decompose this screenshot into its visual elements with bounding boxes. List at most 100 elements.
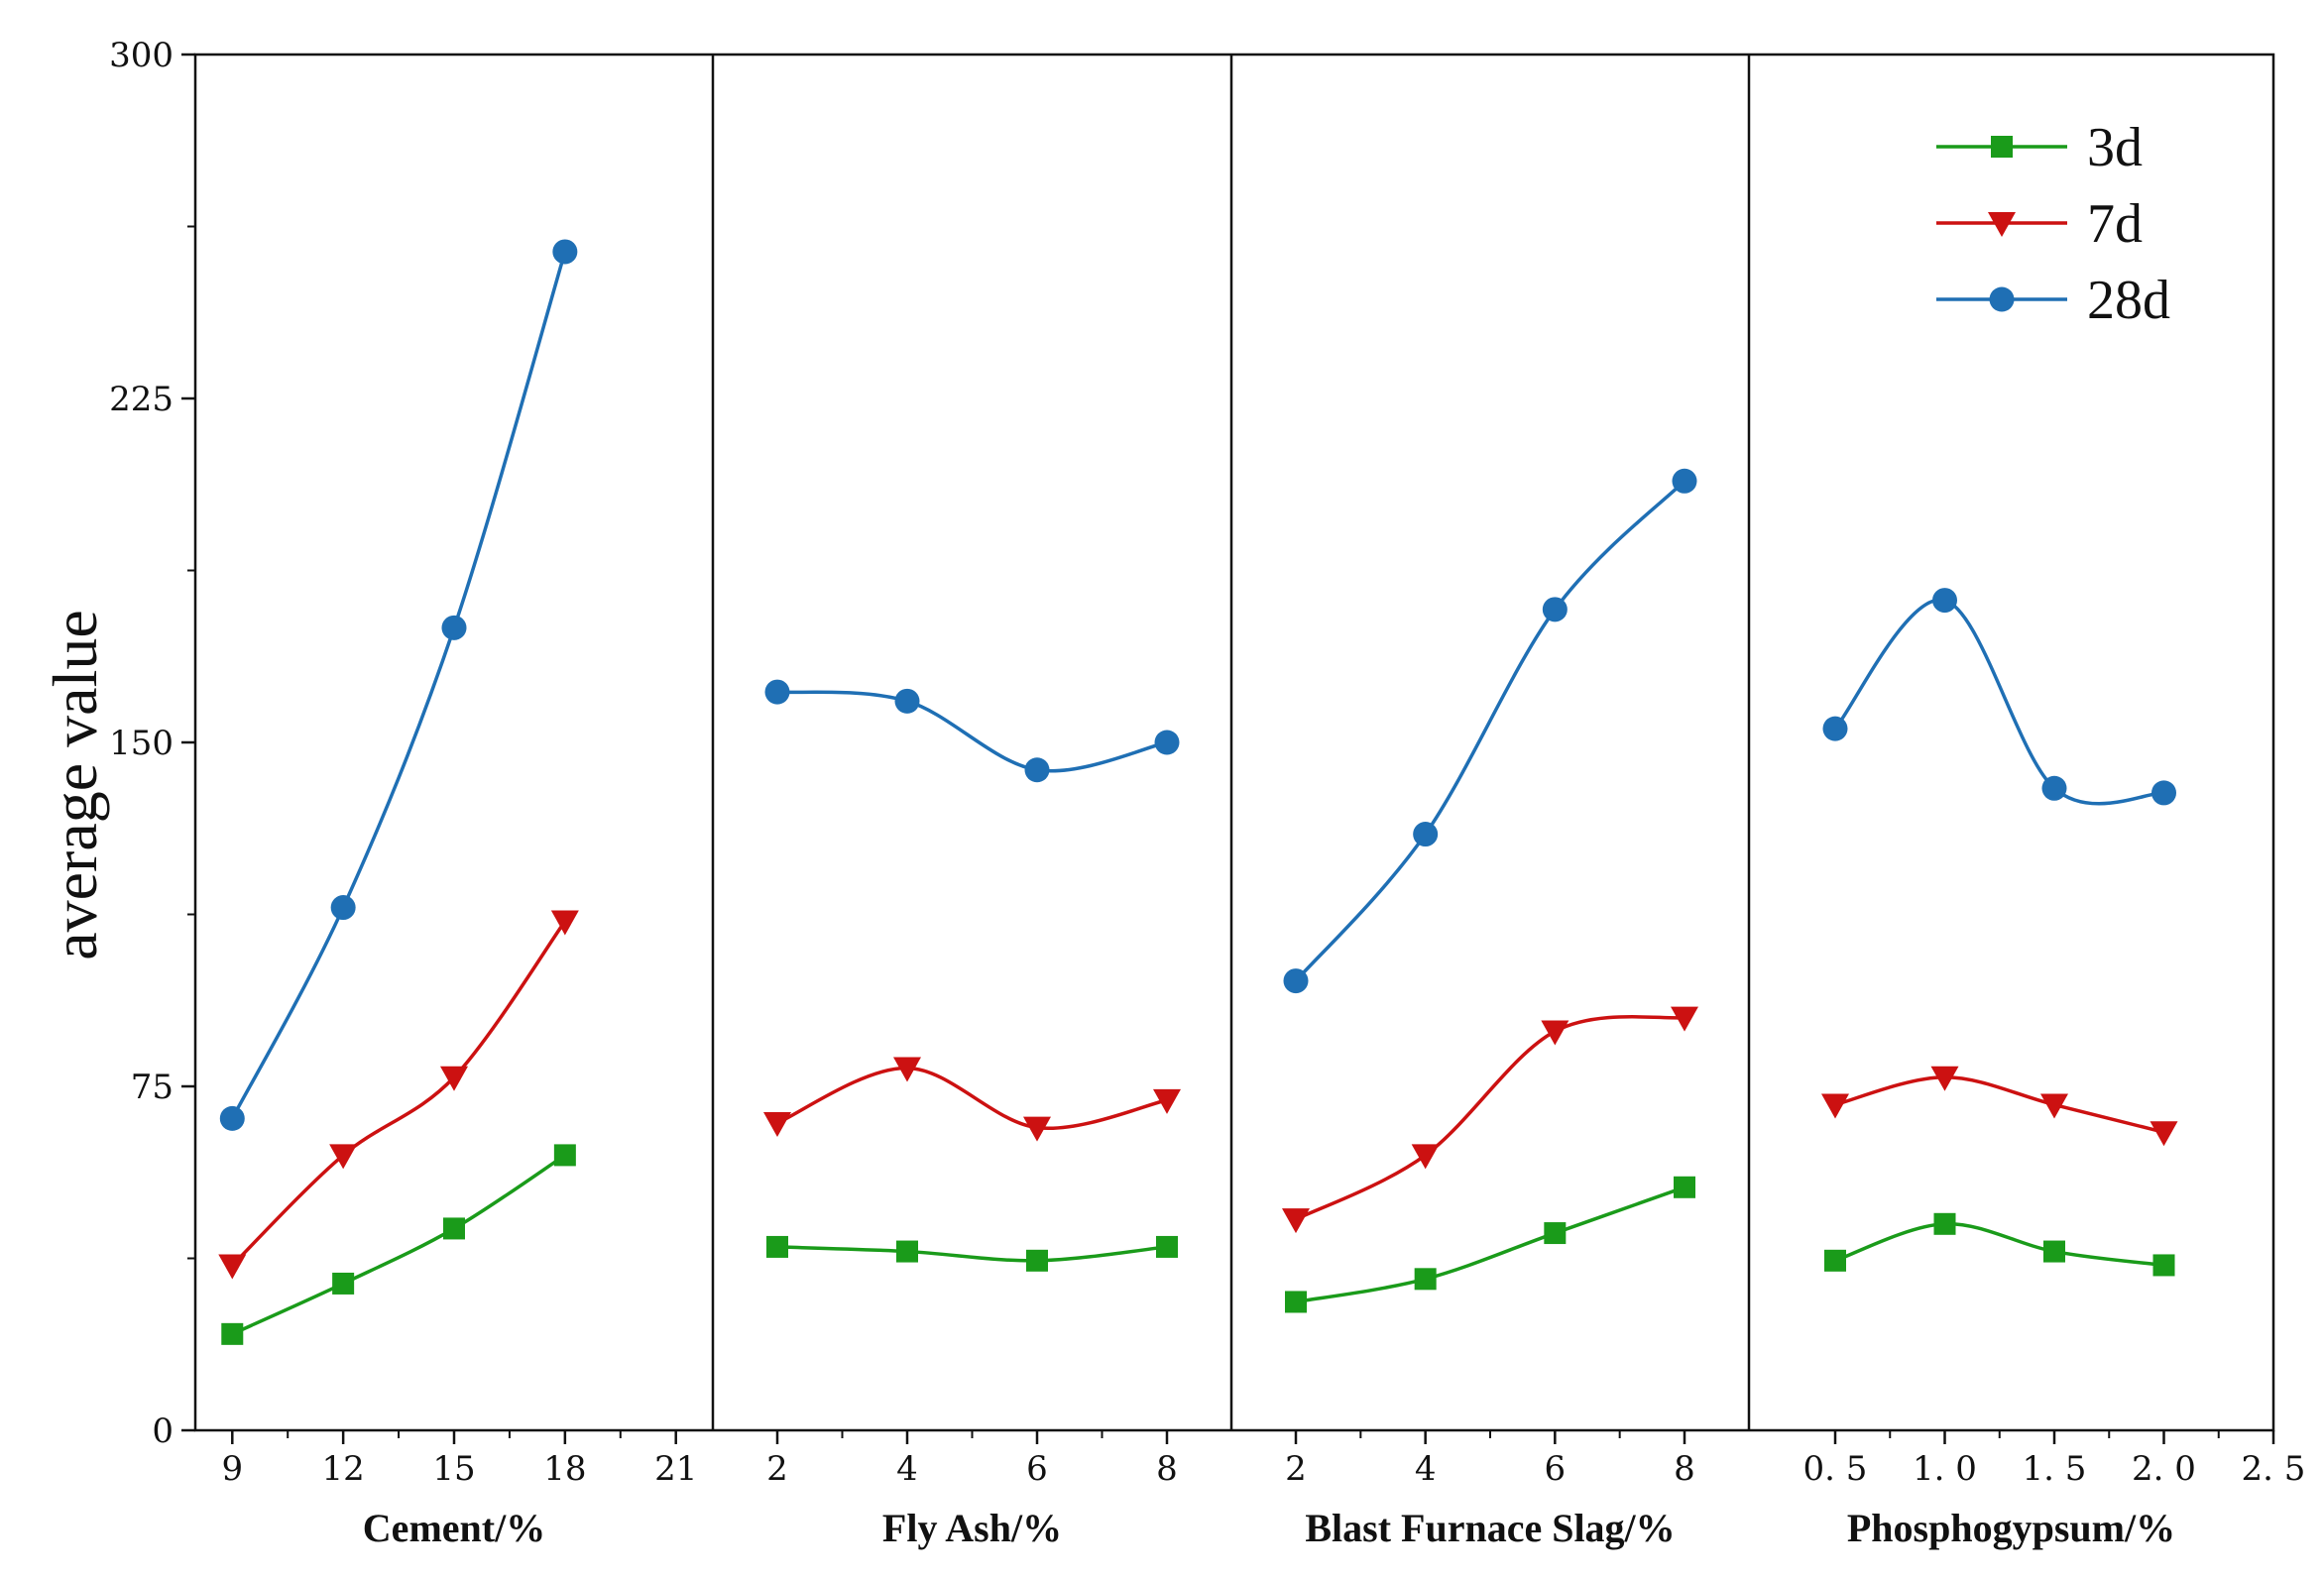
data-point-28d <box>1283 968 1309 994</box>
x-axis-label: Phosphogypsum/% <box>1847 1506 2175 1550</box>
data-point-7d <box>218 1254 247 1280</box>
data-point-3d <box>2152 1254 2175 1277</box>
data-point-3d <box>1933 1212 1956 1235</box>
data-point-28d <box>1672 468 1697 494</box>
series-line-3d <box>231 1153 566 1336</box>
data-point-28d <box>552 239 578 265</box>
data-point-28d <box>1413 822 1439 847</box>
y-axis: 0 75 150 225 300 <box>109 36 195 1451</box>
panel-4: 0. 5 1. 0 1. 5 2. 0 2. 5 Phosphogypsum/% <box>1803 588 2306 1550</box>
data-point-3d <box>1156 1235 1178 1258</box>
data-point-28d <box>1154 730 1180 755</box>
data-point-3d <box>1824 1249 1846 1272</box>
data-point-7d <box>550 910 579 936</box>
x-tick-label: 6 <box>1026 1449 1048 1489</box>
series-line-7d <box>776 1066 1168 1131</box>
x-tick-label: 1. 5 <box>2023 1449 2087 1489</box>
x-tick-label: 2 <box>766 1449 788 1489</box>
data-point-7d <box>440 1066 468 1091</box>
y-axis-label: average value <box>40 610 110 960</box>
data-point-3d <box>766 1235 788 1258</box>
data-point-3d <box>1544 1222 1567 1245</box>
x-tick-label: 21 <box>654 1449 697 1489</box>
panels: 9 12 15 18 21 Cement/% 2 4 6 8 Fly Ash/% 2 4 6 8 Blast … <box>218 239 2305 1550</box>
data-point-7d <box>1023 1116 1051 1142</box>
series-line-7d <box>1295 1014 1685 1221</box>
legend-marker-28d <box>1989 286 2015 312</box>
x-axis-label: Blast Furnace Slag/% <box>1305 1506 1675 1550</box>
series-line-28d <box>230 251 567 1120</box>
data-point-28d <box>764 679 790 705</box>
legend-label-3d: 3d <box>2087 117 2143 178</box>
legend-marker-7d <box>1988 212 2016 237</box>
data-point-28d <box>2151 780 2176 806</box>
x-tick-label: 4 <box>1415 1449 1437 1489</box>
x-axis-label: Cement/% <box>363 1506 545 1550</box>
series-line-28d <box>1833 598 2164 806</box>
data-point-7d <box>763 1112 791 1138</box>
data-point-7d <box>1821 1093 1849 1119</box>
x-tick-label: 12 <box>322 1449 365 1489</box>
x-tick-label: 2. 5 <box>2242 1449 2306 1489</box>
data-point-28d <box>1932 588 1957 614</box>
data-point-28d <box>1024 757 1050 783</box>
series-line-3d <box>776 1245 1168 1263</box>
legend: 3d 7d 28d <box>1936 117 2170 331</box>
data-point-3d <box>1674 1176 1695 1198</box>
series-line-3d <box>1295 1185 1685 1304</box>
legend-marker-3d <box>1991 136 2013 158</box>
x-tick-label: 4 <box>896 1449 918 1489</box>
data-point-7d <box>893 1057 921 1082</box>
x-tick-label: 8 <box>1674 1449 1695 1489</box>
data-point-28d <box>441 615 467 640</box>
panel-1: 9 12 15 18 21 Cement/% <box>218 239 697 1550</box>
legend-label-28d: 28d <box>2087 270 2170 331</box>
x-tick-label: 6 <box>1545 1449 1567 1489</box>
y-tick-label: 300 <box>109 36 174 75</box>
data-point-7d <box>2150 1121 2178 1147</box>
series-line-7d <box>1834 1074 2164 1134</box>
series-line-28d <box>1294 480 1686 982</box>
x-tick-label: 2 <box>1285 1449 1307 1489</box>
data-point-3d <box>443 1217 465 1240</box>
data-point-3d <box>1285 1291 1307 1313</box>
data-point-7d <box>1541 1020 1569 1046</box>
y-tick-label: 0 <box>152 1411 174 1451</box>
data-point-7d <box>1411 1144 1440 1170</box>
data-point-28d <box>1822 716 1848 741</box>
x-tick-label: 9 <box>221 1449 243 1489</box>
data-point-28d <box>1542 597 1568 622</box>
data-point-7d <box>2040 1093 2068 1119</box>
data-point-3d <box>1414 1268 1437 1291</box>
data-point-7d <box>1671 1006 1698 1032</box>
x-tick-label: 18 <box>543 1449 586 1489</box>
data-point-3d <box>1026 1249 1048 1272</box>
y-tick-label: 75 <box>131 1068 174 1107</box>
x-tick-label: 1. 0 <box>1913 1449 1977 1489</box>
series-line-7d <box>231 920 567 1267</box>
x-tick-label: 8 <box>1156 1449 1178 1489</box>
legend-label-7d: 7d <box>2087 193 2143 255</box>
data-point-3d <box>553 1144 576 1167</box>
x-tick-label: 0. 5 <box>1803 1449 1868 1489</box>
data-point-3d <box>2043 1240 2065 1263</box>
y-tick-label: 150 <box>109 724 174 763</box>
y-tick-label: 225 <box>109 380 174 419</box>
data-point-7d <box>1153 1088 1181 1114</box>
data-point-28d <box>2041 775 2067 801</box>
x-tick-label: 15 <box>432 1449 475 1489</box>
data-point-7d <box>1282 1208 1310 1234</box>
data-point-28d <box>330 895 356 921</box>
data-point-7d <box>1930 1066 1959 1091</box>
panel-3: 2 4 6 8 Blast Furnace Slag/% <box>1282 468 1698 1550</box>
data-point-7d <box>329 1144 358 1170</box>
panel-2: 2 4 6 8 Fly Ash/% <box>763 679 1181 1550</box>
data-point-3d <box>221 1322 244 1345</box>
series-line-3d <box>1834 1222 2164 1268</box>
data-point-28d <box>894 688 920 714</box>
data-point-3d <box>896 1240 918 1263</box>
series-line-28d <box>776 690 1168 773</box>
x-axis-label: Fly Ash/% <box>882 1506 1062 1550</box>
